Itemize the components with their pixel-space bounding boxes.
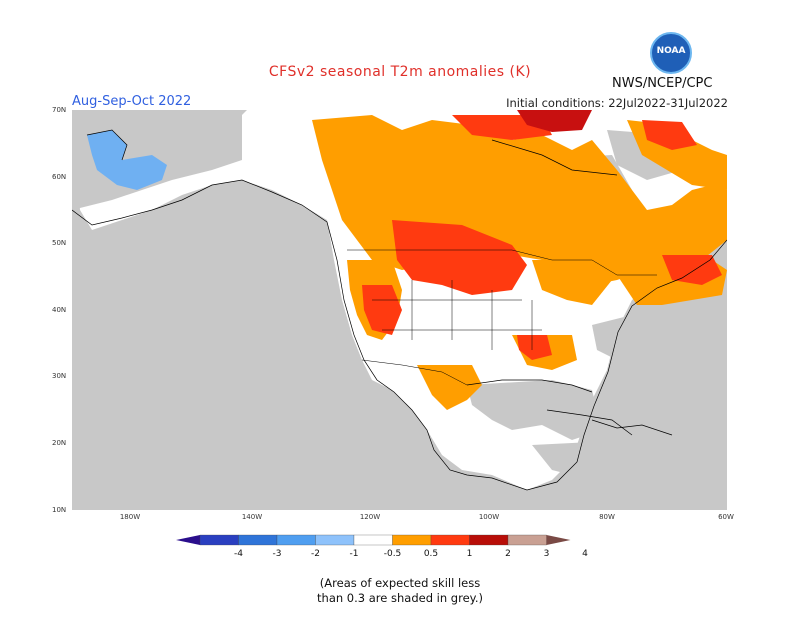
grey-patch-east (592, 315, 642, 360)
anomaly-map (72, 110, 727, 510)
skill-note-line-1: (Areas of expected skill less (319, 576, 481, 590)
skill-note-line-2: than 0.3 are shaded in grey.) (317, 591, 483, 605)
colorbar-swatches (176, 534, 571, 546)
grey-patch-gulf (467, 380, 602, 440)
lon-label-140w: 140W (241, 513, 263, 521)
colorbar-swatch (353, 534, 393, 546)
initial-conditions-label: Initial conditions: 22Jul2022-31Jul2022 (506, 96, 728, 110)
colorbar-label: -2 (311, 549, 320, 559)
coastlines (72, 129, 727, 491)
colorbar-label: -0.5 (384, 549, 402, 559)
colorbar-label: -4 (234, 549, 243, 559)
lon-label-120w: 120W (359, 513, 381, 521)
colorbar-arrow-left (176, 535, 200, 545)
lon-label-100w: 100W (478, 513, 500, 521)
anomaly-orange-great-lakes (532, 260, 612, 305)
lat-label-70n: 70N (52, 106, 67, 114)
map-title: CFSv2 seasonal T2m anomalies (K) (268, 64, 532, 80)
anomaly-darkred-arctic (517, 110, 592, 132)
colorbar-swatch (276, 534, 316, 546)
lon-label-60w: 60W (718, 513, 734, 521)
noaa-logo: NOAA (650, 32, 692, 74)
colorbar-label: -3 (273, 549, 282, 559)
colorbar-label: 1 (467, 549, 473, 559)
anomaly-blue-alaska (87, 130, 167, 190)
skill-note: (Areas of expected skill less than 0.3 a… (0, 576, 800, 606)
grey-patch-caribbean (532, 440, 672, 485)
anomaly-orange-mexico (417, 365, 482, 410)
noaa-logo-text: NOAA (656, 46, 686, 56)
colorbar-label: 2 (505, 549, 511, 559)
season-label: Aug-Sep-Oct 2022 (72, 94, 192, 109)
colorbar: -4 -3 -2 -1 -0.5 0.5 1 2 3 4 (176, 534, 588, 559)
colorbar-label: -1 (350, 549, 359, 559)
colorbar-swatch (315, 534, 355, 546)
lat-label-50n: 50N (52, 239, 67, 247)
colorbar-swatch (469, 534, 509, 546)
colorbar-swatch (507, 534, 547, 546)
anomaly-red-arctic-east (642, 120, 697, 150)
colorbar-swatch (199, 534, 239, 546)
lat-label-30n: 30N (52, 372, 67, 380)
colorbar-swatch (238, 534, 278, 546)
colorbar-label: 3 (544, 549, 550, 559)
lat-label-20n: 20N (52, 439, 67, 447)
colorbar-swatch (430, 534, 470, 546)
political-borders (347, 249, 657, 386)
colorbar-labels: -4 -3 -2 -1 -0.5 0.5 1 2 3 4 (234, 549, 588, 559)
colorbar-label: 4 (582, 549, 588, 559)
lat-label-40n: 40N (52, 306, 67, 314)
lon-label-180w: 180W (119, 513, 141, 521)
anomaly-red-plains (392, 220, 527, 295)
organization-label: NWS/NCEP/CPC (612, 76, 713, 91)
colorbar-swatch (392, 534, 432, 546)
anomaly-red-westcoast (362, 285, 402, 335)
colorbar-label: 0.5 (424, 549, 438, 559)
lon-label-80w: 80W (599, 513, 615, 521)
anomaly-red-midwest (517, 335, 552, 360)
lat-label-60n: 60N (52, 173, 67, 181)
lat-label-10n: 10N (52, 506, 67, 514)
anomaly-red-northeast (662, 255, 722, 285)
colorbar-arrow-right (546, 535, 571, 545)
